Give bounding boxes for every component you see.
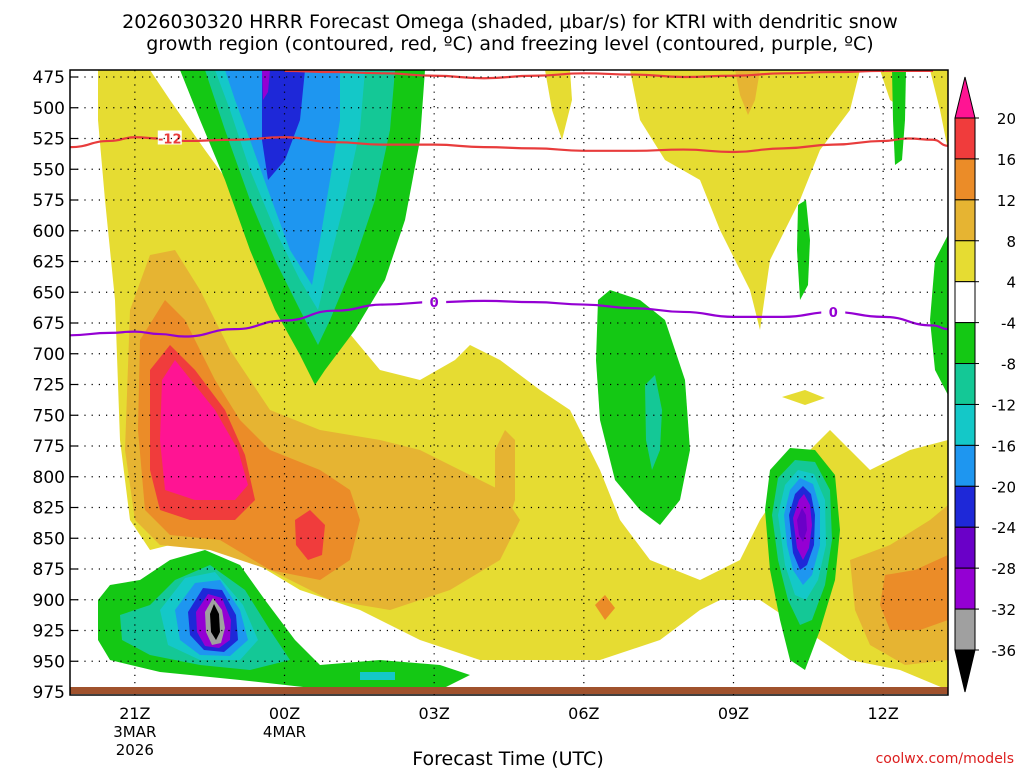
contour-line-2 bbox=[70, 299, 948, 338]
y-tick-label: 900 bbox=[33, 591, 65, 611]
omega-green-strip-2 bbox=[892, 70, 906, 165]
x-tick-label: 03Z bbox=[419, 704, 450, 723]
omega-cyan-surface-strip bbox=[360, 672, 395, 680]
omega-lightblue-upper bbox=[225, 70, 340, 285]
x-tick-label: 21Z bbox=[119, 704, 150, 723]
omega-green-strip-1 bbox=[797, 200, 810, 300]
y-tick-label: 875 bbox=[33, 560, 65, 580]
x-tick-label: 00Z bbox=[269, 704, 300, 723]
colorbar-bottom-arrow bbox=[954, 649, 976, 693]
colorbar-label: -8 bbox=[1001, 356, 1016, 374]
colorbar-top-arrow bbox=[954, 76, 976, 119]
omega-green-mid bbox=[596, 290, 690, 525]
credit-text: coolwx.com/models bbox=[876, 751, 1014, 767]
contour-line-1 bbox=[284, 70, 934, 80]
y-tick-label: 975 bbox=[33, 683, 65, 703]
colorbar-label: -16 bbox=[992, 437, 1017, 455]
colorbar-label: 12 bbox=[997, 192, 1016, 210]
ground-strip bbox=[70, 687, 948, 694]
x-tick-label: 06Z bbox=[568, 704, 599, 723]
omega-blue-upper bbox=[262, 70, 305, 180]
omega-orange-mid-blob bbox=[495, 430, 515, 530]
omega-green-right-edge bbox=[930, 235, 948, 395]
colorbar-swatch bbox=[954, 158, 976, 201]
omega-yellow-upper-right bbox=[630, 70, 860, 330]
contour-label-bg bbox=[821, 303, 846, 318]
colorbar-label: -12 bbox=[992, 396, 1017, 414]
contour-label: 0 bbox=[829, 306, 838, 321]
omega-magenta bbox=[160, 360, 248, 500]
y-tick-label: 925 bbox=[33, 622, 65, 642]
y-tick-label: 800 bbox=[33, 468, 65, 488]
colorbar-label: 8 bbox=[1006, 233, 1016, 251]
omega-orange-top-right bbox=[735, 70, 760, 115]
x-tick-label: 12Z bbox=[867, 704, 898, 723]
colorbar-swatch bbox=[954, 240, 976, 283]
x-tick-date: 4MAR bbox=[263, 723, 306, 741]
colorbar-label: 4 bbox=[1006, 274, 1016, 292]
y-tick-label: 725 bbox=[33, 376, 65, 396]
y-tick-label: 825 bbox=[33, 499, 65, 519]
omega-purple-upper bbox=[262, 70, 270, 100]
y-tick-label: 525 bbox=[33, 130, 65, 150]
contour-label: -12 bbox=[158, 133, 182, 148]
omega-yellow-upper-far bbox=[930, 70, 948, 150]
colorbar-swatch bbox=[954, 117, 976, 160]
colorbar-label: -20 bbox=[992, 478, 1017, 496]
colorbar-label: -28 bbox=[992, 560, 1017, 578]
contour-label-bg bbox=[157, 130, 182, 145]
colorbar-swatch bbox=[954, 526, 976, 569]
omega-darkpurple-plume bbox=[797, 508, 807, 542]
colorbar-swatch bbox=[954, 444, 976, 487]
y-tick-label: 850 bbox=[33, 529, 65, 549]
y-tick-label: 950 bbox=[33, 652, 65, 672]
colorbar-label: 16 bbox=[997, 151, 1016, 169]
y-tick-label: 650 bbox=[33, 283, 65, 303]
omega-red-2 bbox=[295, 510, 325, 560]
chart-title-line-1: 2026030320 HRRR Forecast Omega (shaded, … bbox=[122, 11, 898, 33]
x-tick-date: 3MAR bbox=[113, 723, 156, 741]
omega-darkorange-blob bbox=[595, 595, 615, 620]
colorbar-label: 20 bbox=[997, 110, 1016, 128]
omega-darkorange-right bbox=[880, 555, 948, 630]
y-tick-label: 550 bbox=[33, 160, 65, 180]
omega-black-low bbox=[210, 604, 220, 640]
colorbar-swatch bbox=[954, 567, 976, 610]
y-tick-label: 500 bbox=[33, 99, 65, 119]
colorbar-swatch bbox=[954, 403, 976, 446]
colorbar-swatch bbox=[954, 608, 976, 651]
x-tick-year: 2026 bbox=[116, 741, 154, 759]
contour-label: 0 bbox=[430, 296, 439, 311]
y-tick-label: 775 bbox=[33, 437, 65, 457]
colorbar-swatch bbox=[954, 363, 976, 405]
omega-teal-mid bbox=[645, 375, 662, 470]
plot-border bbox=[69, 69, 949, 696]
x-axis-title: Forecast Time (UTC) bbox=[412, 748, 603, 768]
omega-yellow-upper-mid bbox=[545, 70, 572, 140]
colorbar-swatch bbox=[954, 199, 976, 242]
chart-title-line-2: growth region (contoured, red, ºC) and f… bbox=[146, 33, 873, 55]
colorbar-swatch bbox=[954, 281, 976, 324]
colorbar-swatch bbox=[954, 322, 976, 365]
y-tick-label: 625 bbox=[33, 253, 65, 273]
colorbar-label: -36 bbox=[992, 642, 1017, 660]
colorbar-label: -24 bbox=[992, 519, 1017, 537]
y-tick-label: 750 bbox=[33, 406, 65, 426]
y-tick-label: 575 bbox=[33, 191, 65, 211]
y-tick-label: 475 bbox=[33, 68, 65, 88]
colorbar-label: -32 bbox=[992, 601, 1017, 619]
colorbar-swatch bbox=[954, 485, 976, 528]
y-tick-label: 600 bbox=[33, 222, 65, 242]
omega-yellow-small bbox=[782, 390, 825, 405]
colorbar-label: -4 bbox=[1001, 315, 1016, 333]
y-tick-label: 700 bbox=[33, 345, 65, 365]
x-tick-label: 09Z bbox=[718, 704, 749, 723]
y-tick-label: 675 bbox=[33, 314, 65, 334]
omega-shading: -12 0 0 bbox=[70, 70, 948, 690]
